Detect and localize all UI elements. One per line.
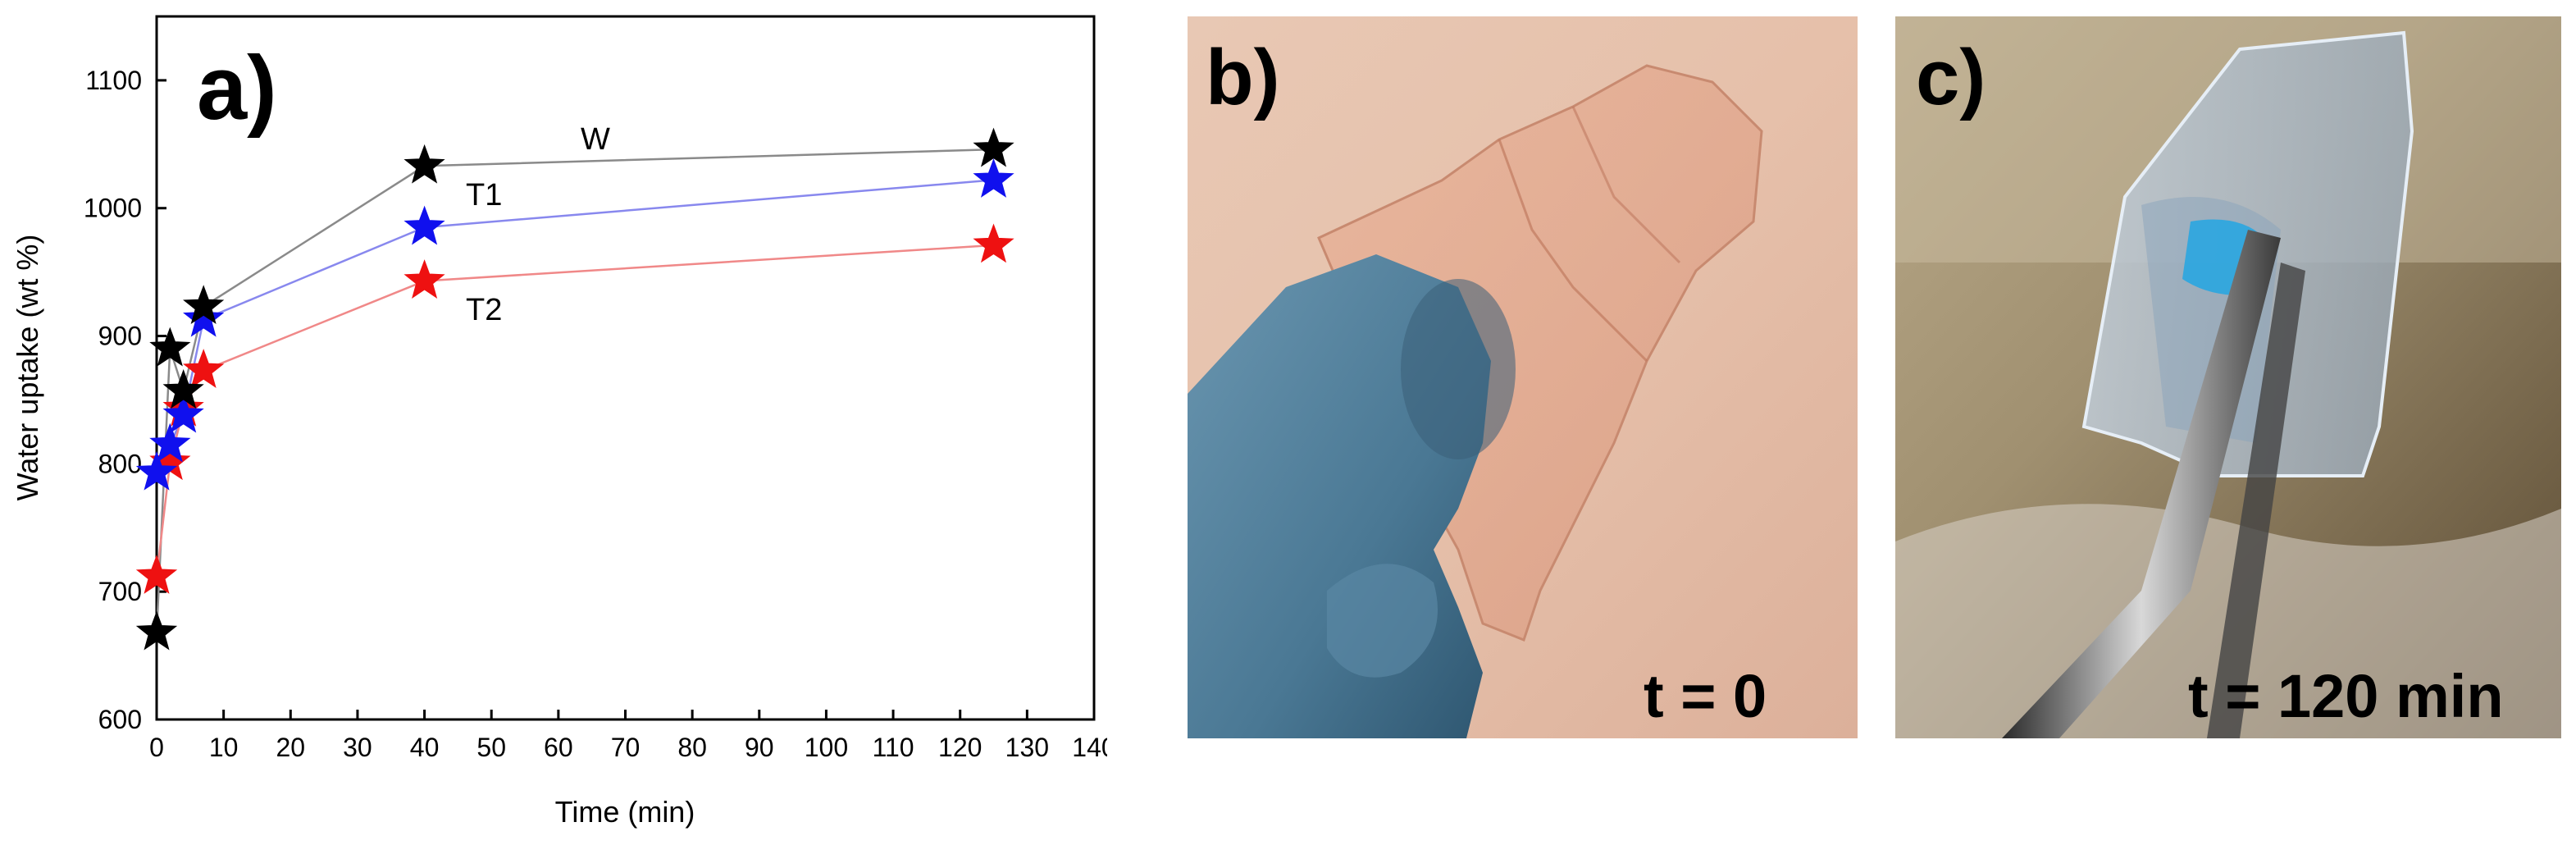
x-tick-label: 130 xyxy=(1005,733,1049,762)
data-point-t1 xyxy=(183,297,225,337)
series-line-w xyxy=(155,148,994,633)
series-line-t1 xyxy=(155,179,994,473)
y-tick-label: 600 xyxy=(98,705,142,734)
x-tick-label: 60 xyxy=(544,733,573,762)
time-label-c: t = 120 min xyxy=(2188,662,2504,730)
x-tick-label: 80 xyxy=(677,733,707,762)
y-tick-label: 1100 xyxy=(85,66,142,95)
data-point-t2 xyxy=(135,555,178,594)
panel-label-b: b) xyxy=(1206,34,1280,121)
data-point-t1 xyxy=(973,158,1014,198)
y-tick-label: 1000 xyxy=(84,194,142,223)
x-tick-label: 110 xyxy=(873,733,914,762)
data-point-t1 xyxy=(403,205,445,245)
time-label-b: t = 0 xyxy=(1644,662,1767,730)
data-point-t1 xyxy=(149,422,191,463)
data-point-w xyxy=(135,610,178,651)
data-point-w xyxy=(149,327,191,367)
series-label-t2: T2 xyxy=(466,293,502,327)
series-label-w: W xyxy=(581,122,610,157)
data-point-t2 xyxy=(403,259,445,299)
plot-frame xyxy=(155,15,1096,721)
y-tick-label: 700 xyxy=(98,577,142,606)
x-tick-label: 30 xyxy=(343,733,372,762)
data-point-w xyxy=(162,369,204,409)
tweezers xyxy=(2002,230,2281,738)
water-uptake-chart: 0 10 20 30 40 50 60 70 80 90 100 110 120 130 140 600 700… xyxy=(11,15,1107,829)
y-tick-label: 800 xyxy=(98,449,142,478)
panel-label-c: c) xyxy=(1916,34,1986,121)
data-point-t2 xyxy=(973,223,1014,263)
y-axis-label: Water uptake (wt %) xyxy=(11,235,44,501)
x-tick-label: 120 xyxy=(938,733,982,762)
data-point-w xyxy=(973,127,1014,167)
series-label-t1: T1 xyxy=(466,178,502,212)
data-point-t1 xyxy=(162,393,204,433)
data-point-t2 xyxy=(183,349,225,388)
x-tick-label: 20 xyxy=(276,733,305,762)
data-point-w xyxy=(403,144,445,184)
photo-membrane-swollen xyxy=(1895,16,2561,738)
x-tick-label: 50 xyxy=(476,733,506,762)
x-tick-label: 70 xyxy=(611,733,641,762)
x-tick-label: 90 xyxy=(745,733,774,762)
x-tick-label: 10 xyxy=(209,733,239,762)
series-line-t2 xyxy=(155,244,994,577)
data-point-w xyxy=(183,285,225,325)
data-point-t1 xyxy=(135,450,178,491)
x-tick-label: 0 xyxy=(149,733,164,762)
x-tick-label: 40 xyxy=(410,733,440,762)
x-axis-label: Time (min) xyxy=(555,795,695,829)
x-tick-label: 100 xyxy=(805,733,848,762)
photo-membrane-dry xyxy=(1188,16,1858,738)
panel-label-a: a) xyxy=(197,38,277,139)
x-tick-label: 140 xyxy=(1072,733,1107,762)
y-tick-label: 900 xyxy=(98,322,142,351)
